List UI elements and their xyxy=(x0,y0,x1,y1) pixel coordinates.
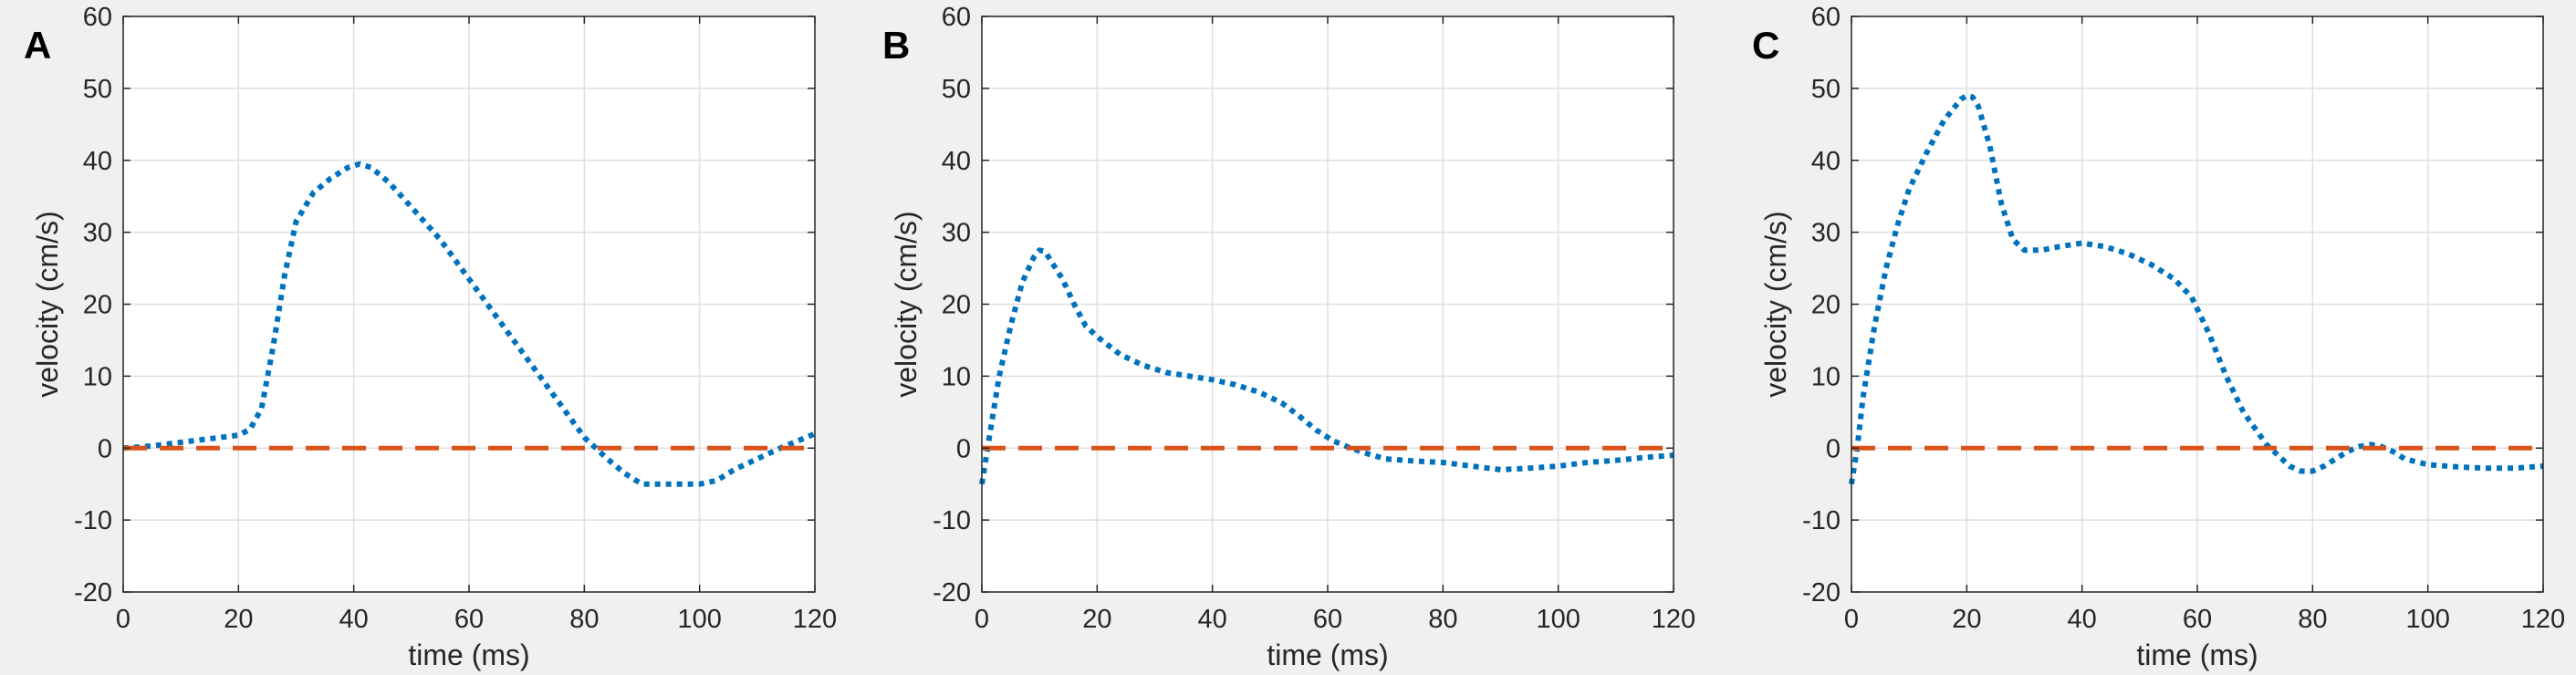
x-tick-label: 60 xyxy=(1313,605,1342,634)
y-tick-label: 0 xyxy=(1826,434,1841,463)
panel-letter: B xyxy=(882,24,910,67)
x-axis-label: time (ms) xyxy=(2136,639,2258,671)
x-tick-label: 0 xyxy=(116,605,130,634)
x-tick-label: 0 xyxy=(1844,605,1859,634)
y-tick-label: 40 xyxy=(942,147,971,176)
y-tick-label: 40 xyxy=(1811,147,1841,176)
x-tick-label: 20 xyxy=(224,605,253,634)
panel-letter: A xyxy=(24,24,51,67)
y-axis-label: velocity (cm/s) xyxy=(890,211,923,397)
x-tick-label: 120 xyxy=(1652,605,1695,634)
x-tick-label: 120 xyxy=(2521,605,2565,634)
y-tick-label: -20 xyxy=(74,578,112,608)
y-tick-label: 60 xyxy=(942,3,971,32)
x-tick-label: 40 xyxy=(339,605,369,634)
y-tick-label: 40 xyxy=(83,147,112,176)
x-tick-label: 80 xyxy=(2298,605,2327,634)
x-tick-label: 60 xyxy=(454,605,484,634)
panel-letter: C xyxy=(1752,24,1779,67)
x-tick-label: 0 xyxy=(975,605,989,634)
x-axis-label: time (ms) xyxy=(408,639,529,671)
y-tick-label: 0 xyxy=(956,434,971,463)
velocity-series-line xyxy=(1849,92,2544,485)
y-tick-label: -10 xyxy=(933,506,971,535)
x-tick-label: 100 xyxy=(2405,605,2449,634)
x-tick-label: 100 xyxy=(1536,605,1580,634)
y-tick-label: 20 xyxy=(942,291,971,320)
velocity-series-line xyxy=(979,247,1674,485)
chart-panel-c: 0 20 40 60 80 100 120 -20 -10 0 10 20 30 40 50 60 time (… xyxy=(1752,3,2565,671)
x-tick-label: 60 xyxy=(2183,605,2212,634)
chart-panel-a: 0 20 40 60 80 100 120 -20 -10 0 10 20 30 40 50 60 time (… xyxy=(24,3,837,671)
x-tick-label: 20 xyxy=(1952,605,1981,634)
y-tick-label: 20 xyxy=(83,291,112,320)
y-tick-label: 60 xyxy=(1811,3,1841,32)
x-tick-label: 40 xyxy=(1198,605,1227,634)
x-tick-label: 20 xyxy=(1082,605,1111,634)
y-tick-label: 10 xyxy=(1811,362,1841,391)
y-tick-label: 50 xyxy=(83,75,112,104)
y-tick-label: 20 xyxy=(1811,291,1841,320)
y-tick-label: 10 xyxy=(83,362,112,391)
y-axis-label: velocity (cm/s) xyxy=(1759,211,1792,397)
x-tick-label: 80 xyxy=(569,605,599,634)
y-tick-label: 30 xyxy=(1811,219,1841,248)
y-tick-label: 30 xyxy=(83,219,112,248)
x-tick-label: 120 xyxy=(793,605,837,634)
y-tick-label: 50 xyxy=(1811,75,1841,104)
x-tick-label: 80 xyxy=(1428,605,1457,634)
x-tick-label: 40 xyxy=(2068,605,2097,634)
x-axis-label: time (ms) xyxy=(1267,639,1388,671)
y-tick-label: 30 xyxy=(942,219,971,248)
y-axis-label: velocity (cm/s) xyxy=(31,211,64,397)
x-tick-label: 100 xyxy=(677,605,721,634)
y-tick-label: -20 xyxy=(1802,578,1841,608)
chart-panel-b: 0 20 40 60 80 100 120 -20 -10 0 10 20 30 40 50 60 time (… xyxy=(882,3,1695,671)
y-tick-label: 0 xyxy=(98,434,112,463)
y-tick-label: -10 xyxy=(1802,506,1841,535)
y-tick-label: -20 xyxy=(933,578,971,608)
y-tick-label: 10 xyxy=(942,362,971,391)
y-tick-label: 50 xyxy=(942,75,971,104)
y-tick-label: 60 xyxy=(83,3,112,32)
y-tick-label: -10 xyxy=(74,506,112,535)
